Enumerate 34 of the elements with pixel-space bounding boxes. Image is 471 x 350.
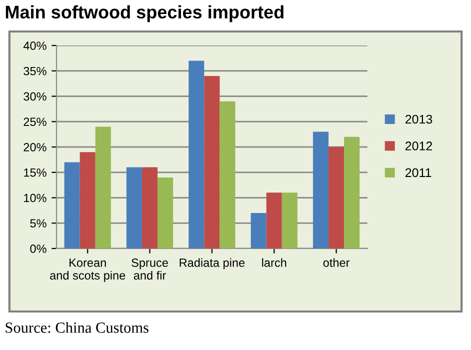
- bar: [250, 212, 266, 248]
- bar: [158, 177, 174, 248]
- y-tick-label: 20%: [24, 143, 46, 152]
- bar: [142, 167, 158, 248]
- bar: [204, 76, 220, 248]
- bar: [188, 60, 204, 248]
- legend-label: 2011: [405, 168, 432, 178]
- bar: [95, 126, 111, 248]
- bar: [220, 101, 236, 248]
- bar: [312, 132, 329, 248]
- bar: [328, 147, 344, 248]
- y-tick-label: 15%: [24, 168, 46, 177]
- y-tick-label: 35%: [24, 66, 46, 76]
- x-tick-label: Radiata pine: [180, 258, 245, 270]
- y-tick-label: 5%: [30, 219, 46, 228]
- legend-label: 2012: [405, 142, 432, 150]
- y-tick-label: 30%: [24, 92, 46, 101]
- x-tick-label: other: [323, 258, 350, 267]
- x-tick-label: Korean and scots pine: [50, 258, 126, 282]
- bar: [266, 192, 282, 248]
- chart-title: Main softwood species imported: [6, 5, 284, 22]
- x-tick-label: larch: [262, 258, 286, 267]
- bar: [80, 152, 96, 248]
- legend-label: 2013: [405, 114, 432, 124]
- y-tick-label: 25%: [24, 118, 46, 126]
- bar: [64, 162, 80, 248]
- y-tick-label: 0%: [30, 244, 46, 253]
- y-tick-label: 10%: [24, 194, 46, 202]
- y-tick-label: 40%: [23, 42, 46, 50]
- bar: [344, 136, 360, 248]
- bar: [282, 192, 298, 248]
- source-note: Source: China Customs: [6, 322, 148, 333]
- bar: [126, 167, 142, 248]
- x-tick-label: Spruce and fir: [132, 258, 168, 280]
